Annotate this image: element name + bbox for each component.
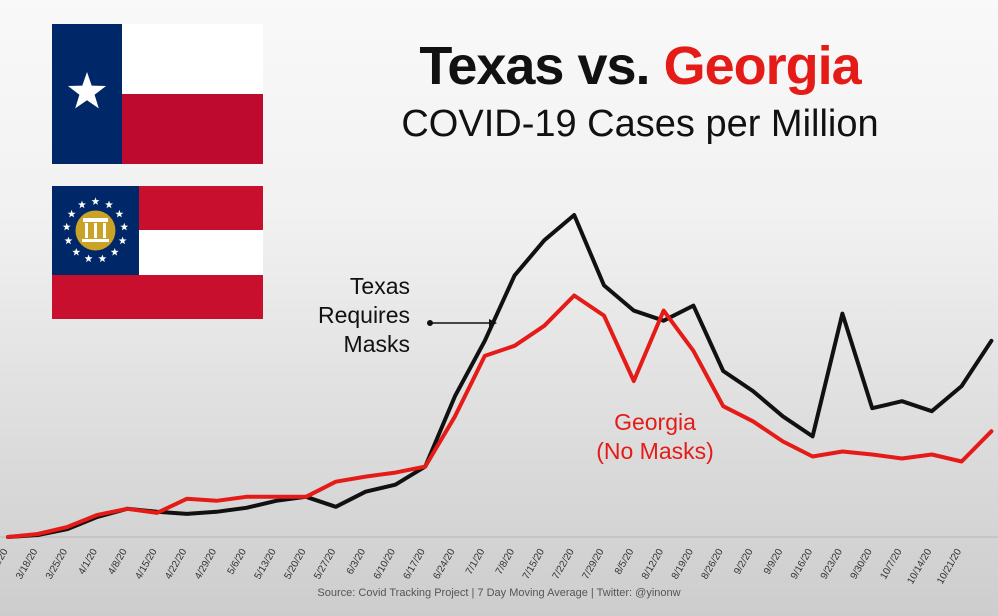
ga-star-icon [120,222,129,231]
x-tick-label: 9/9/20 [762,547,786,577]
x-tick-label: 3/25/20 [44,547,70,582]
x-tick-label: 7/8/20 [494,547,518,577]
texas-annotation: Texas Requires Masks [282,272,410,359]
title-texas: Texas vs. [419,36,650,96]
x-tick-label: 10/7/20 [878,547,904,582]
x-tick-label: 10/14/20 [905,547,934,587]
chart-title: Texas vs. Georgia [330,38,950,94]
series-line-georgia [6,293,994,539]
x-tick-label: 8/5/20 [613,547,637,577]
x-tick-label: 6/3/20 [345,547,369,577]
arrow-head-icon [489,319,497,327]
texas-annotation-line-2: Requires [317,302,410,328]
ga-star-icon [72,248,81,256]
x-tick-label: 5/27/20 [312,547,338,582]
ga-star-icon [62,222,71,231]
georgia-annotation-line-2: (No Masks) [596,438,714,464]
chart-subtitle: COVID-19 Cases per Million [401,103,879,145]
x-tick-label: 7/1/20 [464,547,488,577]
georgia-annotation: Georgia (No Masks) [570,408,740,466]
georgia-annotation-line-1: Georgia [614,409,696,435]
x-tick-label: 4/22/20 [163,547,189,582]
x-tick-label: 4/15/20 [133,547,159,582]
ga-star-icon [78,200,86,209]
ga-star-icon [115,209,124,218]
x-tick-label: 5/20/20 [282,547,308,582]
x-tick-label: 3/11/20 [0,547,11,581]
x-tick-label: 8/19/20 [670,547,696,582]
series-line-texas [6,213,994,539]
ga-star-icon [67,209,76,218]
x-tick-label: 8/12/20 [640,547,666,582]
x-tick-label: 6/24/20 [431,547,457,582]
x-tick-label: 4/1/20 [77,547,101,577]
texas-annotation-line-3: Masks [343,331,410,357]
ga-star-icon [110,248,119,256]
texas-flag-icon [52,24,263,164]
x-tick-label: 7/29/20 [580,547,606,582]
x-tick-label: 7/15/20 [521,547,547,582]
ga-star-icon [64,236,73,245]
x-tick-label: 9/16/20 [789,547,815,582]
ga-star-icon [105,200,113,209]
ga-star-icon [118,236,127,245]
x-tick-label: 4/8/20 [106,547,130,577]
x-tick-label: 5/6/20 [226,547,250,577]
x-tick-label: 6/17/20 [402,547,428,582]
x-tick-label: 10/21/20 [935,547,964,587]
source-note: Source: Covid Tracking Project | 7 Day M… [317,587,681,599]
x-tick-label: 7/22/20 [551,547,577,582]
ga-star-icon [98,254,107,263]
x-tick-label: 9/2/20 [732,547,756,577]
x-tick-label: 6/10/20 [372,547,398,582]
texas-annotation-line-1: Texas [349,273,410,299]
x-tick-label: 9/30/20 [849,547,875,582]
x-tick-label: 9/23/20 [819,547,845,582]
ga-star-icon [91,197,100,205]
georgia-flag-icon [52,186,263,319]
x-tick-label: 4/29/20 [193,547,219,582]
x-tick-label: 3/18/20 [14,547,40,582]
x-tick-label: 8/26/20 [700,547,726,582]
ga-star-icon [84,254,93,263]
title-georgia: Georgia [663,36,862,96]
x-tick-label: 5/13/20 [253,547,279,582]
